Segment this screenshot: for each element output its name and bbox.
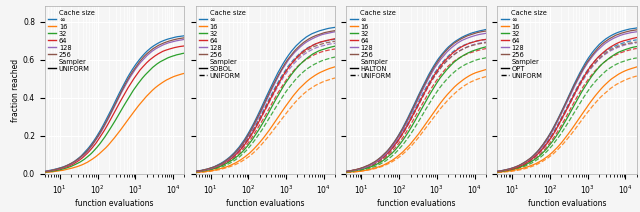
- X-axis label: function evaluations: function evaluations: [377, 199, 456, 208]
- X-axis label: function evaluations: function evaluations: [528, 199, 606, 208]
- Legend: Cache size, ∞, 16, 32, 64, 128, 256, Sampler, OPT, UNIFORM: Cache size, ∞, 16, 32, 64, 128, 256, Sam…: [499, 8, 548, 80]
- X-axis label: function evaluations: function evaluations: [226, 199, 305, 208]
- Y-axis label: fraction reached: fraction reached: [11, 59, 20, 122]
- Legend: Cache size, ∞, 16, 32, 64, 128, 256, Sampler, UNIFORM: Cache size, ∞, 16, 32, 64, 128, 256, Sam…: [47, 8, 96, 73]
- Legend: Cache size, ∞, 16, 32, 64, 128, 256, Sampler, SOBOL, UNIFORM: Cache size, ∞, 16, 32, 64, 128, 256, Sam…: [198, 8, 247, 80]
- X-axis label: function evaluations: function evaluations: [76, 199, 154, 208]
- Legend: Cache size, ∞, 16, 32, 64, 128, 256, Sampler, HALTON, UNIFORM: Cache size, ∞, 16, 32, 64, 128, 256, Sam…: [348, 8, 397, 80]
